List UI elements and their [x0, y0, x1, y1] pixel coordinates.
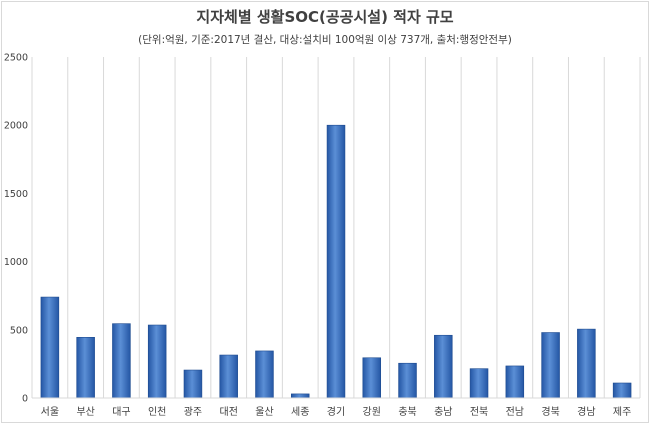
x-tick-label: 충북	[398, 406, 416, 418]
bars	[40, 124, 632, 399]
bar-6	[255, 350, 274, 399]
bar-1	[76, 337, 95, 399]
grid-lines	[31, 57, 641, 398]
bar-2	[112, 323, 131, 399]
bar-12	[469, 368, 489, 399]
y-tick-label: 1500	[4, 189, 28, 200]
bar-0	[40, 296, 60, 399]
bar-15	[577, 328, 596, 399]
x-tick-label: 서울	[41, 406, 59, 418]
bar-14	[541, 332, 560, 399]
x-tick-label: 대전	[220, 406, 238, 418]
y-tick-label: 0	[22, 394, 28, 405]
x-tick-label: 강원	[363, 406, 381, 418]
y-tick-label: 500	[10, 325, 28, 336]
axes	[31, 57, 640, 399]
x-tick-label: 충남	[434, 406, 452, 418]
bar-11	[434, 334, 453, 399]
chart-title: 지자체별 생활SOC(공공시설) 적자 규모	[196, 8, 454, 26]
bar-13	[505, 365, 525, 399]
y-tick-label: 1000	[4, 257, 28, 268]
y-tick-label: 2500	[4, 53, 28, 64]
x-tick-label: 전남	[506, 406, 524, 418]
bar-4	[183, 369, 203, 399]
axis-labels: 0 500 1000 1500 2000 2500 서울 부산 대구 인천 광주 대전 울산 세종 경기 강원…	[4, 53, 632, 419]
bar-7	[290, 393, 310, 399]
y-tick-label: 2000	[4, 121, 28, 132]
bar-3	[147, 324, 167, 399]
x-tick-label: 경기	[327, 405, 345, 418]
x-tick-label: 울산	[255, 406, 273, 418]
x-tick-label: 인천	[148, 406, 166, 418]
x-tick-label: 세종	[291, 406, 309, 418]
bar-16	[612, 382, 632, 399]
bar-5	[219, 354, 238, 399]
x-tick-label: 경북	[541, 405, 559, 418]
x-tick-label: 제주	[613, 406, 631, 418]
chart-subtitle: (단위:억원, 기준:2017년 결산, 대상:설치비 100억원 이상 737…	[138, 34, 512, 46]
x-tick-label: 광주	[184, 406, 202, 418]
x-tick-label: 전북	[470, 406, 488, 418]
x-tick-label: 부산	[76, 406, 94, 418]
x-tick-label: 대구	[112, 406, 130, 418]
bar-10	[398, 362, 417, 399]
bar-9	[362, 357, 382, 399]
bar-8	[326, 124, 346, 399]
x-tick-label: 경남	[577, 405, 595, 418]
